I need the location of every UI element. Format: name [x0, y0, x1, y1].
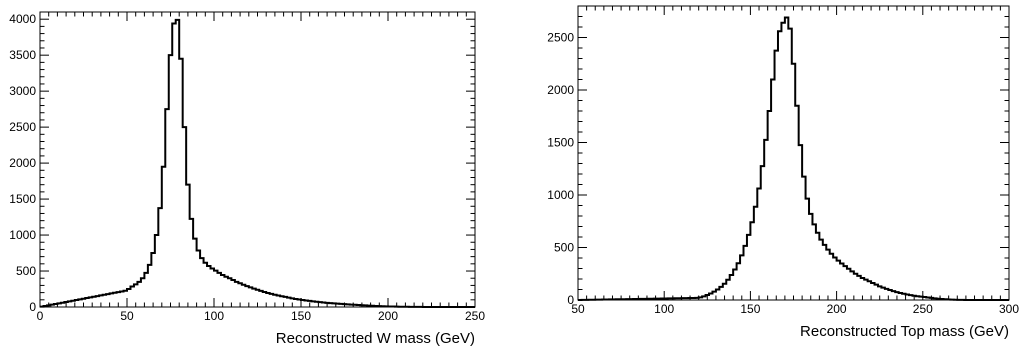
top-mass-x-axis-title: Reconstructed Top mass (GeV) [800, 323, 1009, 340]
w-mass-y-tick-label: 500 [16, 264, 36, 278]
top-mass-plot-frame [577, 5, 1010, 301]
w-mass-plot-frame [39, 11, 476, 308]
w-mass-y-tick-label: 2500 [9, 120, 36, 134]
top-mass-x-tick-label: 300 [999, 302, 1019, 316]
w-mass-y-tick-label: 4000 [9, 12, 36, 26]
top-mass-x-tick-label: 150 [740, 302, 760, 316]
w-mass-x-tick-label: 250 [465, 309, 485, 323]
w-mass-y-tick-label: 3000 [9, 84, 36, 98]
top-mass-panel: 50 100 150 200 250 300 0 500 1000 1500 2000 2500 Rec… [547, 5, 1019, 340]
w-mass-histogram-series [40, 18, 475, 308]
w-mass-x-tick-label: 100 [204, 309, 224, 323]
w-mass-y-tick-label: 1500 [9, 192, 36, 206]
top-mass-y-tick-label: 2500 [547, 31, 574, 45]
top-mass-y-tick-label: 1500 [547, 136, 574, 150]
top-mass-y-tick-label: 0 [567, 293, 574, 307]
top-mass-x-tick-label: 100 [654, 302, 674, 316]
w-mass-y-tick-label: 0 [29, 300, 36, 314]
top-mass-y-tick-label: 1000 [547, 188, 574, 202]
w-mass-x-tick-label: 0 [37, 309, 44, 323]
top-mass-x-tick-label: 200 [827, 302, 847, 316]
w-mass-y-tick-label: 2000 [9, 156, 36, 170]
top-mass-y-tick-label: 2000 [547, 83, 574, 97]
w-mass-x-tick-label: 200 [378, 309, 398, 323]
w-mass-y-tick-label: 3500 [9, 48, 36, 62]
w-mass-x-axis-title: Reconstructed W mass (GeV) [276, 330, 475, 347]
w-mass-x-tick-label: 150 [291, 309, 311, 323]
top-mass-x-tick-label: 50 [571, 302, 585, 316]
w-mass-x-tick-label: 50 [120, 309, 134, 323]
top-mass-histogram-series [578, 16, 1009, 301]
w-mass-panel: 0 50 100 150 200 2500500100015002000250030003… [9, 11, 485, 347]
top-mass-y-tick-label: 500 [554, 241, 574, 255]
w-mass-y-tick-label: 1000 [9, 228, 36, 242]
top-mass-x-tick-label: 250 [913, 302, 933, 316]
